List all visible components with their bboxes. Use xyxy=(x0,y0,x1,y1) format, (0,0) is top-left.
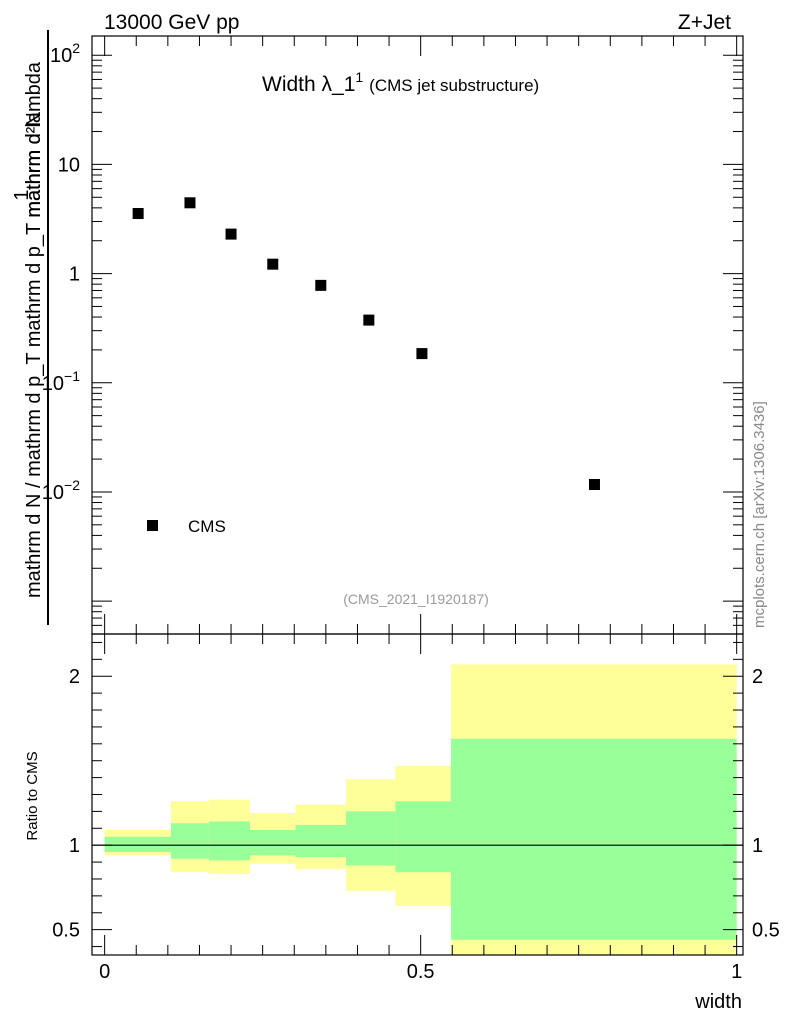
upper-y-tick-label: 10−1 xyxy=(42,368,80,395)
data-point xyxy=(416,348,428,360)
x-tick-label: 0.5 xyxy=(407,961,435,983)
plot-title: Width λ_11 (CMS jet substructure) xyxy=(262,69,539,96)
channel-label: Z+Jet xyxy=(678,11,731,34)
lower-y-tick-label-left: 0.5 xyxy=(52,920,80,942)
x-axis-label: width xyxy=(694,991,742,1013)
upper-y-tick-label: 10−2 xyxy=(42,477,80,504)
lower-y-tick-label-right: 0.5 xyxy=(752,920,780,942)
lower-axis-ticks: 2 2 1 1 0.5 0.5 0 0.5 1 xyxy=(52,634,780,983)
data-point xyxy=(363,314,375,326)
ratio-band-inner xyxy=(171,823,209,859)
ylabel-top: 1 xyxy=(11,189,33,200)
analysis-id: (CMS_2021_I1920187) xyxy=(343,591,489,607)
data-point xyxy=(315,279,327,291)
upper-y-axis-label: 1 mathrm d²N mathrm d N / mathrm d p_T m… xyxy=(11,30,49,625)
process-label: 13000 GeV pp xyxy=(104,11,239,34)
title-suffix: (CMS jet substructure) xyxy=(369,76,539,95)
legend-label: CMS xyxy=(188,517,226,536)
upper-frame xyxy=(91,35,744,635)
lower-frame xyxy=(91,633,744,956)
lower-y-tick-label-left: 2 xyxy=(69,666,80,688)
data-point xyxy=(132,208,144,220)
ratio-band-inner xyxy=(208,821,251,861)
title-main: Width λ_1 xyxy=(262,73,355,96)
ratio-band-inner xyxy=(346,811,396,866)
ratio-y-axis-label: Ratio to CMS xyxy=(24,751,41,840)
upper-y-tick-label: 10 xyxy=(58,154,80,176)
x-tick-label: 0 xyxy=(99,961,110,983)
lower-y-tick-label-right: 2 xyxy=(752,666,763,688)
data-point xyxy=(588,479,600,491)
ratio-band-inner xyxy=(295,824,347,858)
lower-y-tick-label-left: 1 xyxy=(69,835,80,857)
legend-marker xyxy=(147,520,158,531)
title-sup: 1 xyxy=(355,69,363,85)
ratio-band-inner xyxy=(250,829,296,856)
legend: CMS xyxy=(147,517,226,536)
ylabel-numerator: mathrm d²N xyxy=(23,112,45,218)
ylabel-denominator: mathrm d N / mathrm d p_T mathrm d p_T m… xyxy=(23,61,45,598)
ratio-bands xyxy=(104,664,737,955)
upper-axis-ticks: 102 10 1 10−1 10−2 xyxy=(42,36,743,635)
ratio-band-inner xyxy=(104,836,172,852)
upper-y-tick-label: 102 xyxy=(50,40,80,67)
data-points xyxy=(132,197,600,491)
lower-y-tick-label-right: 1 xyxy=(752,835,763,857)
ratio-band-inner xyxy=(450,738,737,940)
data-point xyxy=(225,228,237,240)
upper-y-tick-label: 1 xyxy=(69,264,80,286)
ratio-band-inner xyxy=(395,801,451,873)
data-point xyxy=(267,258,279,270)
side-label: mcplots.cern.ch [arXiv:1306.3436] xyxy=(751,401,768,628)
x-tick-label: 1 xyxy=(731,961,742,983)
data-point xyxy=(184,197,196,209)
